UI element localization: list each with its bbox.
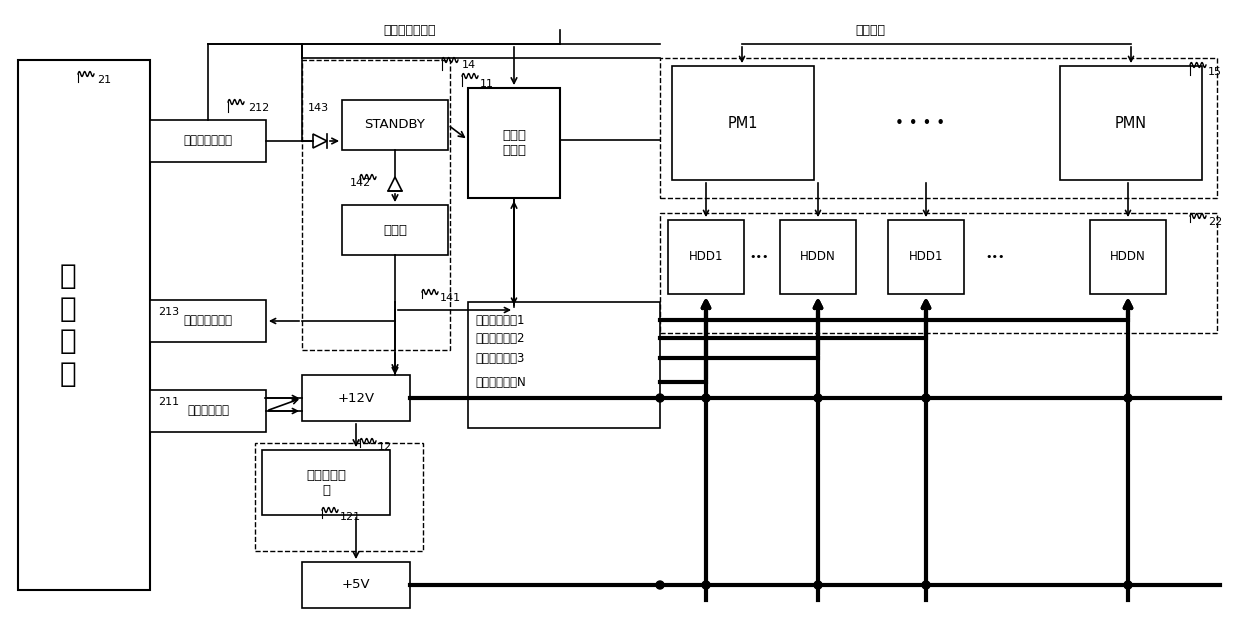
- Circle shape: [1123, 581, 1132, 589]
- Circle shape: [702, 581, 711, 589]
- Bar: [262, 450, 391, 515]
- Circle shape: [813, 581, 822, 589]
- Bar: [672, 66, 813, 180]
- Circle shape: [702, 394, 711, 402]
- Bar: [150, 390, 267, 432]
- Text: 213: 213: [157, 307, 179, 317]
- Text: HDD1: HDD1: [688, 251, 723, 263]
- Circle shape: [1123, 394, 1132, 402]
- Text: 142: 142: [350, 178, 371, 188]
- Bar: [150, 120, 267, 162]
- Text: PMN: PMN: [1115, 115, 1147, 130]
- Text: 复位信号: 复位信号: [856, 23, 885, 36]
- Text: 11: 11: [480, 79, 494, 89]
- Bar: [1060, 66, 1202, 180]
- Circle shape: [923, 581, 930, 589]
- Bar: [303, 60, 450, 350]
- Bar: [467, 302, 660, 428]
- Text: HDDN: HDDN: [1110, 251, 1146, 263]
- Text: 12: 12: [378, 442, 392, 452]
- Text: 待机电源输出端: 待机电源输出端: [184, 135, 233, 147]
- Text: 121: 121: [340, 512, 361, 522]
- Text: 主电源输出端: 主电源输出端: [187, 404, 229, 418]
- Bar: [342, 100, 448, 150]
- Circle shape: [923, 394, 930, 402]
- Text: 主电源使能信号: 主电源使能信号: [383, 23, 436, 36]
- Bar: [303, 375, 410, 421]
- Text: 稳压器: 稳压器: [383, 223, 407, 236]
- Bar: [1090, 220, 1166, 294]
- Text: HDDN: HDDN: [800, 251, 836, 263]
- Text: 上电控
制模块: 上电控 制模块: [502, 129, 526, 157]
- Bar: [255, 443, 423, 551]
- Bar: [342, 205, 448, 255]
- Text: 分时上电信号1: 分时上电信号1: [475, 314, 525, 327]
- Bar: [150, 300, 267, 342]
- Text: • • • •: • • • •: [895, 115, 945, 130]
- Bar: [303, 562, 410, 608]
- Text: 分时上电信号N: 分时上电信号N: [475, 376, 526, 389]
- Text: STANDBY: STANDBY: [365, 119, 425, 132]
- Bar: [888, 220, 963, 294]
- Text: HDD1: HDD1: [909, 251, 944, 263]
- Circle shape: [813, 394, 822, 402]
- Text: 211: 211: [157, 397, 179, 407]
- Text: 212: 212: [248, 103, 269, 113]
- Text: PM1: PM1: [728, 115, 758, 130]
- Text: 21: 21: [97, 75, 112, 85]
- Text: 分时上电信号2: 分时上电信号2: [475, 332, 525, 344]
- Bar: [467, 88, 560, 198]
- Text: •••: •••: [986, 252, 1004, 262]
- Text: 分时上电信号3: 分时上电信号3: [475, 352, 525, 364]
- Text: 电压转换单
元: 电压转换单 元: [306, 469, 346, 497]
- Text: •••: •••: [749, 252, 769, 262]
- Text: +12V: +12V: [337, 391, 374, 404]
- Circle shape: [656, 581, 663, 589]
- Bar: [660, 213, 1216, 333]
- Text: 141: 141: [440, 293, 461, 303]
- Text: +5V: +5V: [342, 579, 371, 591]
- Text: 15: 15: [1208, 67, 1221, 77]
- Text: 143: 143: [308, 103, 329, 113]
- Text: 使能信号输入端: 使能信号输入端: [184, 315, 233, 327]
- Text: 14: 14: [463, 60, 476, 70]
- Bar: [660, 58, 1216, 198]
- Text: 22: 22: [1208, 217, 1223, 227]
- Text: 电
源
模
块: 电 源 模 块: [60, 263, 77, 387]
- Bar: [668, 220, 744, 294]
- Circle shape: [656, 394, 663, 402]
- Bar: [19, 60, 150, 590]
- Bar: [780, 220, 856, 294]
